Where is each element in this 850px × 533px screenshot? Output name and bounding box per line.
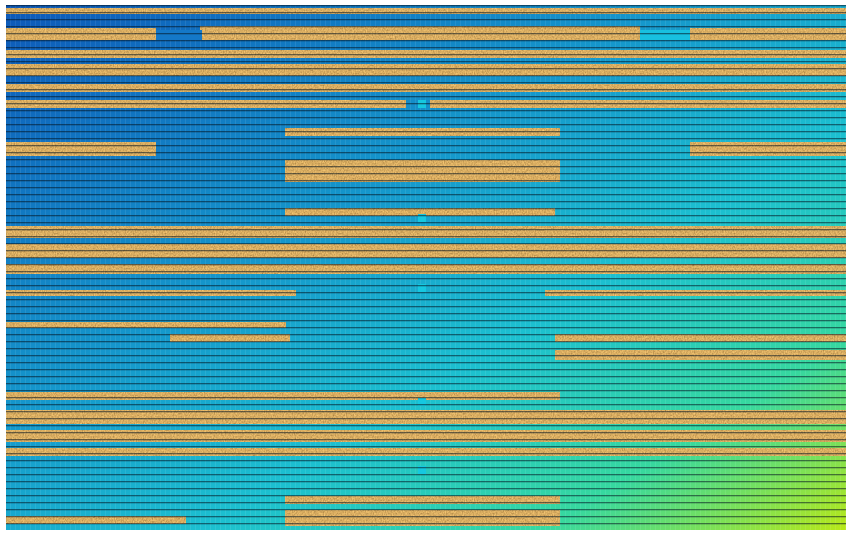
- page: Striped glitch image {} html, body { mar…: [0, 0, 850, 533]
- page-body: [0, 0, 850, 533]
- image: [0, 0, 850, 533]
- scan-lines: [6, 5, 846, 530]
